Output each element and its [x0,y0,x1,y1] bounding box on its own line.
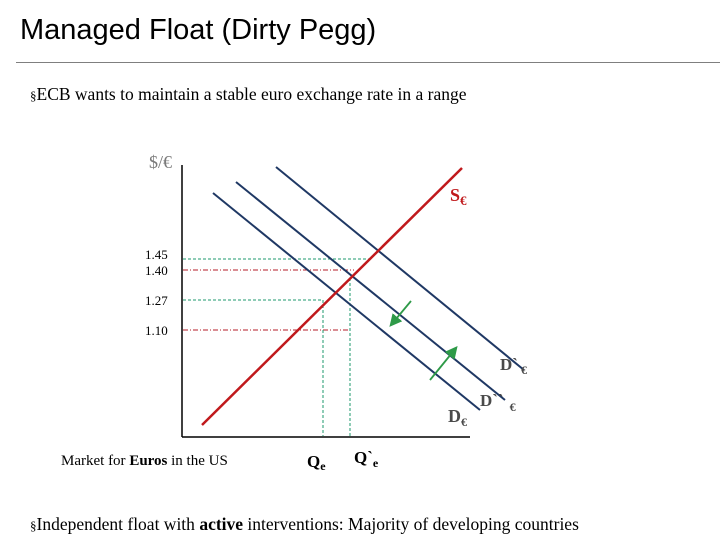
q-equilibrium-prime-label: Q`e [354,448,379,470]
tick-label: 1.27 [145,293,168,308]
q-equilibrium-prime-sub: e [373,456,379,470]
bullet-independent-float: §Independent float with active intervent… [30,514,579,535]
demand-label-sub: € [461,415,467,429]
demand-curve-prime [235,181,506,401]
demand-double-prime-label-text: D`` [480,391,504,410]
supply-label-text: S [450,185,460,205]
y-axis-label: $/€ [149,152,172,172]
supply-curve [201,167,463,426]
market-caption-pre: Market for [61,453,129,469]
demand-double-prime-label: D`` € [480,391,516,414]
market-caption-bold: Euros [129,453,167,469]
tick-label: 1.10 [145,323,168,338]
demand-double-prime-label-sub: € [510,400,516,414]
q-equilibrium-text: Q [307,452,320,471]
q-equilibrium-label: Qe [307,452,326,473]
bullet-float-post: interventions: Majority of developing co… [243,514,579,534]
demand-prime-label-sub: € [521,363,527,377]
demand-prime-label-text: D` [500,355,518,374]
bullet-ecb: §ECB wants to maintain a stable euro exc… [30,84,467,105]
supply-label: S€ [450,185,467,208]
q-equilibrium-sub: e [320,459,326,473]
bullet-ecb-text: ECB wants to maintain a stable euro exch… [36,84,467,104]
shift-arrow-down [389,300,412,327]
demand-curve-double-prime [275,166,525,371]
bullet-marker: § [30,88,37,103]
slide-title: Managed Float (Dirty Pegg) [20,14,377,46]
demand-prime-label: D` € [500,355,527,377]
bullet-float-pre: Independent float with [36,514,200,534]
q-equilibrium-prime-text: Q` [354,448,373,467]
shift-arrow-up [429,346,458,381]
market-caption-post: in the US [167,453,227,469]
tick-label: 1.40 [145,263,168,278]
title-divider [16,62,720,63]
demand-label: D€ [448,406,467,429]
supply-label-sub: € [460,193,467,208]
bullet-marker: § [30,518,37,533]
bullet-float-bold: active [199,514,244,534]
demand-label-text: D [448,406,461,426]
tick-label: 1.45 [145,247,168,262]
market-caption: Market for Euros in the US [61,453,228,469]
